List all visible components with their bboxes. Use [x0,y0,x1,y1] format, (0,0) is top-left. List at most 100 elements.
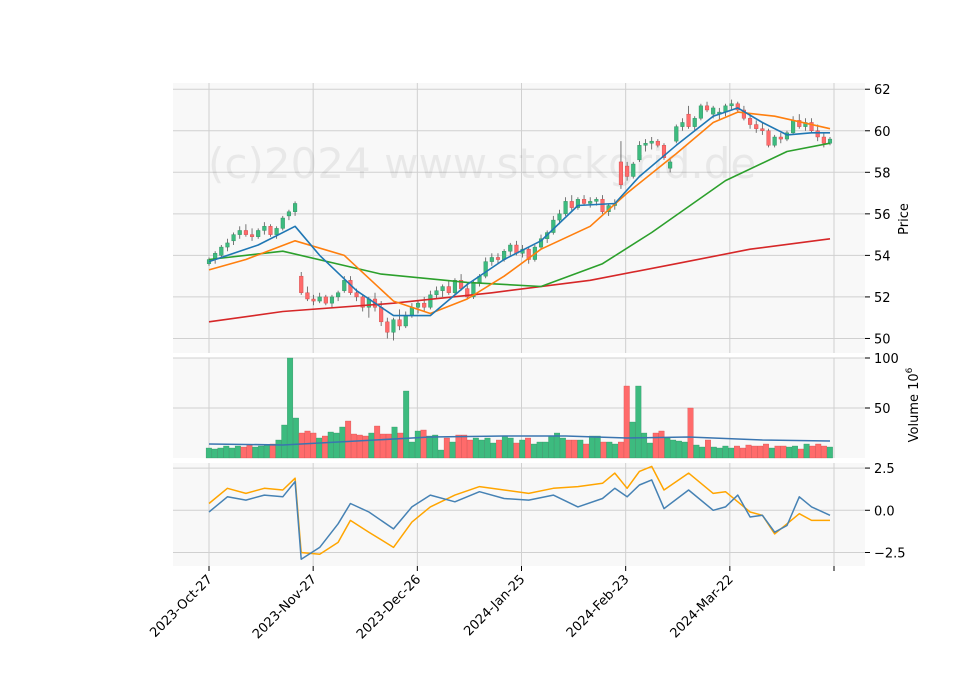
osc-tick-label: 2.5 [874,462,895,477]
candle-up [452,280,457,293]
volume-moving-average [208,435,831,446]
candle-down [495,257,501,260]
candle-up [483,261,488,277]
candle-up [668,161,673,169]
volume-bar-down [455,434,462,459]
volume-bar-up [252,446,259,459]
candle-up [293,203,298,212]
candle-up [231,234,236,242]
volume-bar-down [467,439,473,459]
candle-down [243,230,248,235]
volume-bar-down [322,435,328,459]
volume-bar-up [722,445,729,459]
candle-up [784,132,790,140]
volume-bar-up [542,441,549,459]
volume-bar-up [803,443,810,459]
volume-bar-up [641,432,648,459]
candle-down [385,321,390,333]
volume-bar-up [217,447,224,459]
volume-bar-up [676,440,682,459]
volume-bar-down [774,445,781,459]
candle-down [360,296,365,308]
volume-bar-up [530,443,537,459]
volume-bar-up [409,441,415,459]
volume-bar-up [391,426,398,459]
candle-up [391,319,396,333]
candle-down [778,136,783,140]
volume-bar-up [333,432,340,459]
candle-down [821,136,826,144]
candle-up [428,294,433,308]
volume-bar-down [443,437,450,459]
volume-bar-down [763,443,769,459]
candle-down [268,226,273,235]
candle-down [797,120,802,127]
candle-up [280,217,285,229]
volume-bar-up [588,435,595,459]
volume-bar-up [449,441,456,459]
candle-up [557,213,562,221]
volume-bar-up [792,445,798,459]
candle-up [588,201,593,204]
candle-down [766,130,771,146]
volume-bar-up [681,441,688,459]
volume-bar-up [229,447,235,459]
volume-bar-up [606,441,613,459]
volume-bar-down [780,445,787,459]
volume-bar-down [583,443,590,459]
volume-bar-down [600,441,607,459]
volume-bar-down [571,439,578,459]
candle-up [637,145,642,161]
candle-up [563,201,568,215]
volume-bar-up [258,445,265,459]
volume-bar-up [484,437,491,459]
price-tick-label: 58 [874,166,891,181]
candle-up [649,140,654,144]
volume-bar-up [472,437,479,459]
volume-axis-word: Volume 10 [907,373,922,442]
candle-down [379,307,384,323]
volume-bar-up [501,435,508,459]
price-tick-label: 56 [874,208,891,223]
volume-bar-down [345,420,352,459]
candle-up [538,238,544,248]
volume-bar-up [728,447,735,459]
volume-bar-up [826,446,833,459]
candle-up [680,122,685,127]
volume-bar-up [275,439,282,459]
volume-bar-down [298,432,305,459]
volume-bar-up [577,439,584,459]
volume-bar-down [496,439,502,459]
candle-down [815,130,820,138]
candle-up [643,143,648,146]
candle-up [440,286,445,291]
volume-bar-up [211,448,218,459]
moving-average-10 [208,107,830,317]
candle-down [760,128,765,131]
candle-up [336,292,341,298]
volume-bar-up [414,430,421,459]
volume-bar-up [629,421,636,459]
volume-bar-down [525,437,531,459]
volume-bar-down [623,385,630,459]
candle-down [249,234,255,237]
candle-down [735,103,740,111]
volume-bar-down [513,442,520,459]
volume-bar-down [658,430,665,459]
volume-bar-up [205,447,212,459]
candle-up [489,257,494,262]
volume-bar-up [292,417,299,459]
volume-bar-up [432,434,439,459]
volume-bar-up [554,432,561,459]
volume-bar-down [815,443,822,459]
volume-bar-up [699,446,706,459]
candle-down [600,199,605,212]
volume-bar-down [380,433,386,459]
price-tick-label: 54 [874,249,891,264]
volume-bar-down [751,445,758,459]
x-tick-label: 2023-Oct-27 [147,572,215,640]
volume-tick-label: 100 [874,352,899,367]
candle-down [809,122,814,131]
volume-bar-up [263,444,270,459]
volume-bar-down [461,434,468,459]
